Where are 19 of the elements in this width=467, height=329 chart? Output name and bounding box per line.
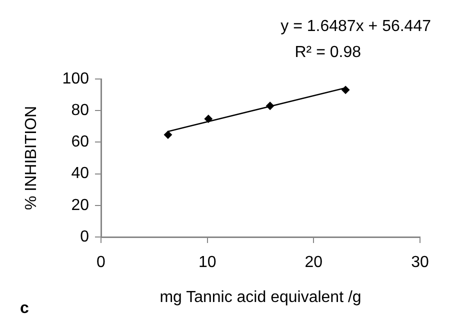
x-axis-title: mg Tannic acid equivalent /g <box>160 288 362 306</box>
text: c <box>20 300 29 318</box>
y-tick-label: 60 <box>71 134 90 151</box>
point <box>164 130 172 139</box>
x-tick-label: 20 <box>304 254 323 272</box>
y-axis-title: % INHIBITION <box>23 106 40 210</box>
x-tick-label: 0 <box>96 254 106 272</box>
y-tick-label: 20 <box>71 196 90 214</box>
point <box>342 86 350 94</box>
y-tick-label: 100 <box>62 70 90 88</box>
x-tick-label: 10 <box>198 254 216 272</box>
text: y = 1.6487x + 56.447 <box>280 18 431 36</box>
y-tick-label: 0 <box>80 228 90 246</box>
x-tick-label: 30 <box>411 254 429 272</box>
y-tick-label: 80 <box>71 102 90 120</box>
point <box>204 114 212 123</box>
y-tick-label: 40 <box>71 165 90 182</box>
point <box>266 102 274 110</box>
text: R² = 0.98 <box>294 44 361 62</box>
